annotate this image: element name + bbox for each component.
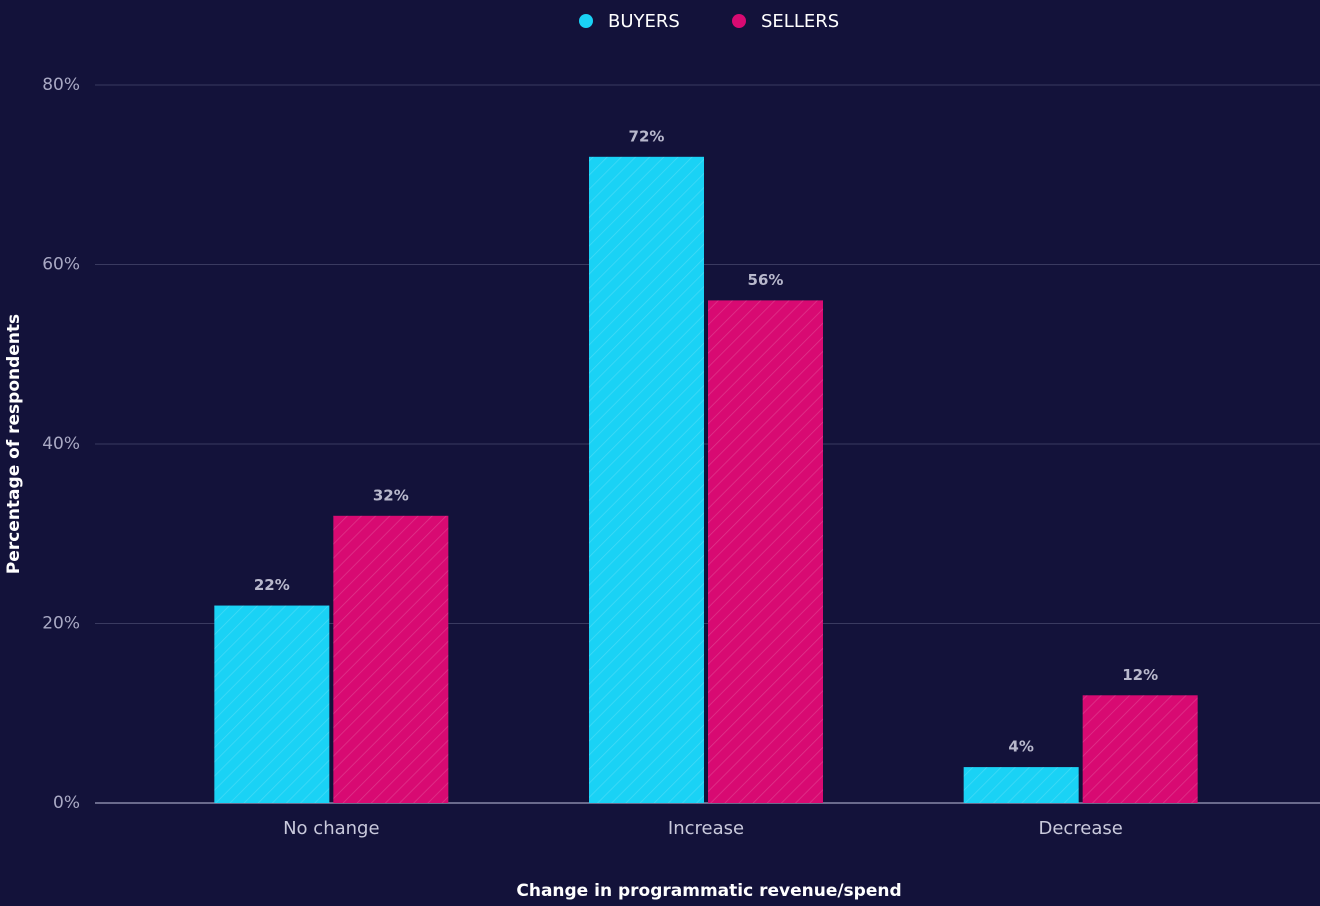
value-label: 12% [1122, 666, 1158, 684]
y-tick-label: 20% [42, 614, 80, 634]
x-tick-label: Increase [668, 818, 744, 839]
bar [1082, 695, 1198, 803]
y-tick-label: 0% [53, 793, 80, 813]
bar [708, 300, 823, 803]
x-axis-label: Change in programmatic revenue/spend [516, 881, 901, 901]
bar [214, 605, 330, 803]
bar [589, 156, 704, 804]
bar [963, 767, 1079, 803]
x-tick-label: No change [283, 818, 379, 839]
value-label: 4% [1008, 738, 1033, 756]
value-label: 56% [748, 271, 784, 289]
y-tick-label: 60% [42, 255, 80, 275]
value-label: 32% [373, 486, 409, 504]
value-label: 72% [629, 127, 665, 145]
y-tick-label: 80% [42, 75, 80, 95]
y-axis-label: Percentage of respondents [4, 314, 24, 574]
x-tick-label: Decrease [1038, 818, 1122, 839]
bar [333, 515, 449, 803]
legend-label: SELLERS [761, 11, 839, 32]
value-label: 22% [254, 576, 290, 594]
legend-marker [579, 14, 593, 28]
legend-marker [732, 14, 746, 28]
legend-label: BUYERS [608, 11, 680, 32]
y-tick-label: 40% [42, 434, 80, 454]
